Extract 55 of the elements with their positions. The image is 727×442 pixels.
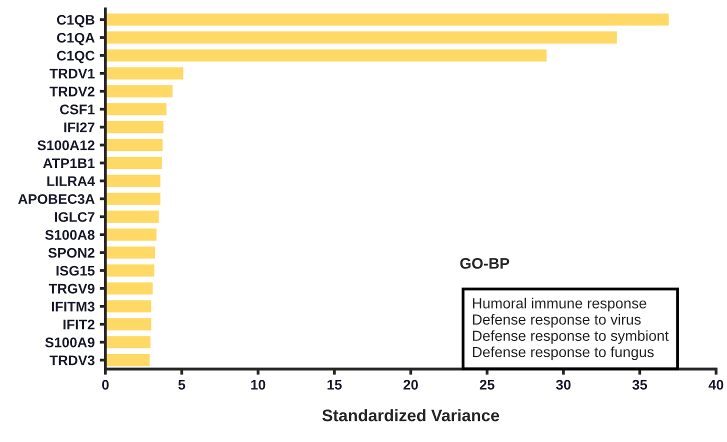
- x-tick-label: 35: [632, 380, 648, 390]
- y-tick-label: IFI27: [64, 122, 94, 132]
- y-tick-label: TRDV2: [50, 86, 94, 96]
- x-tick-label: 25: [480, 380, 494, 390]
- y-tick-label: IFIT2: [64, 320, 94, 330]
- x-tick-label: 10: [251, 380, 266, 390]
- y-tick-label: S100A12: [37, 140, 94, 150]
- y-tick-label: TRGV9: [48, 284, 94, 294]
- bar: [105, 103, 166, 116]
- bar: [105, 336, 150, 348]
- y-tick-label: SPON2: [48, 248, 94, 258]
- bar: [105, 282, 153, 295]
- annotation: GO-BP: [460, 258, 510, 269]
- bar: [105, 31, 617, 44]
- y-tick-label: TRDV3: [50, 355, 94, 366]
- bar: [105, 264, 154, 277]
- bar: [105, 49, 547, 62]
- bar: [105, 318, 152, 330]
- x-tick-label: 0: [102, 380, 109, 390]
- bar: [105, 67, 184, 80]
- y-tick-label: C1QB: [56, 14, 94, 28]
- annotation: Defense response to virus: [473, 314, 641, 328]
- bar: [105, 14, 669, 26]
- y-tick-label: S100A9: [45, 338, 94, 348]
- x-tick-label: 5: [178, 380, 186, 390]
- bar: [105, 121, 164, 134]
- x-axis-title: Standardized Variance: [322, 409, 500, 422]
- x-tick-label: 40: [708, 380, 724, 390]
- bar: [105, 228, 157, 241]
- y-tick-label: C1QA: [56, 32, 95, 46]
- bar: [105, 210, 159, 223]
- bar: [105, 138, 163, 152]
- y-tick-label: IGLC7: [55, 212, 94, 222]
- y-tick-label: CSF1: [60, 104, 95, 114]
- y-tick-label: ATP1B1: [43, 158, 95, 168]
- y-tick-label: ISG15: [56, 266, 95, 276]
- y-tick-label: TRDV1: [50, 68, 95, 78]
- bar: [105, 246, 156, 259]
- x-tick-label: 15: [328, 380, 342, 390]
- bar: [105, 156, 162, 170]
- bar: [105, 300, 152, 312]
- bar: [105, 85, 173, 98]
- y-tick-label: IFITM3: [52, 302, 94, 312]
- annotation: Humoral immune response: [473, 298, 646, 312]
- y-tick-label: LILRA4: [47, 176, 95, 186]
- bar: [105, 354, 150, 366]
- y-tick-label: C1QC: [56, 50, 95, 64]
- y-tick-label: APOBEC3A: [18, 194, 95, 204]
- bar: [105, 192, 160, 205]
- annotation: Defense response to symbiont: [473, 330, 669, 344]
- bar: [105, 174, 160, 187]
- y-tick-label: S100A8: [45, 230, 95, 240]
- x-tick-label: 30: [556, 380, 571, 390]
- annotation: Defense response to fungus: [473, 346, 654, 360]
- x-tick-label: 20: [404, 380, 418, 390]
